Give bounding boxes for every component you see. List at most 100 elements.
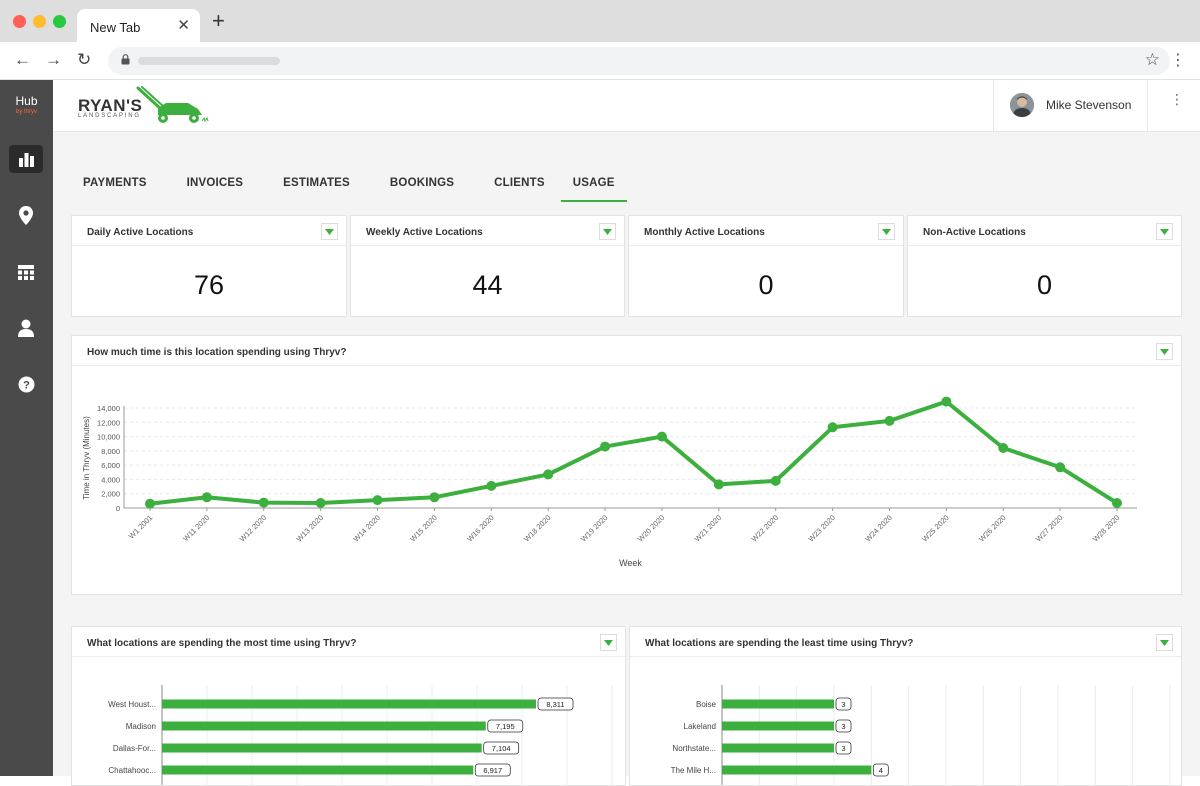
card-header: What locations are spending the least ti…: [630, 627, 1181, 657]
card-header: Non-Active Locations: [908, 216, 1181, 246]
y-tick-label: 4,000: [101, 475, 120, 484]
hub-logo: Hub: [15, 94, 38, 108]
maximize-window-button[interactable]: [53, 15, 66, 28]
browser-tab[interactable]: New Tab ✕: [77, 9, 200, 42]
caret-down-icon: [325, 228, 334, 235]
stat-card-daily: Daily Active Locations 76: [71, 215, 347, 317]
forward-icon[interactable]: →: [45, 50, 62, 69]
data-point: [258, 497, 269, 508]
x-tick-label: W28 2020: [1091, 513, 1122, 544]
data-point: [656, 431, 667, 442]
x-tick-label: W25 2020: [920, 513, 951, 544]
sidebar-item-help[interactable]: ?: [9, 370, 43, 398]
back-icon[interactable]: ←: [14, 50, 31, 69]
browser-tab-title: New Tab: [90, 20, 141, 35]
dropdown-button[interactable]: [1156, 343, 1173, 360]
category-label: West Houst...: [108, 700, 156, 709]
tab-payments[interactable]: PAYMENTS: [83, 177, 147, 189]
bookmark-star-icon[interactable]: ☆: [1144, 50, 1160, 69]
address-bar[interactable]: ☆: [108, 47, 1170, 75]
y-axis-label: Time in Thryv (Minutes): [82, 416, 91, 500]
bar: [722, 743, 834, 753]
sidebar-item-locations[interactable]: [9, 201, 43, 229]
category-label: The Mile H...: [671, 766, 716, 775]
more-options-icon[interactable]: ⋮: [1170, 91, 1184, 107]
dropdown-button[interactable]: [599, 223, 616, 240]
chart-title: What locations are spending the most tim…: [87, 638, 357, 649]
x-tick-label: W26 2020: [977, 513, 1008, 544]
user-menu[interactable]: Mike Stevenson: [993, 80, 1148, 131]
card-header: What locations are spending the most tim…: [72, 627, 625, 657]
lock-icon: [121, 54, 130, 65]
dropdown-button[interactable]: [1156, 634, 1173, 651]
x-tick-label: W12 2020: [238, 513, 269, 544]
avatar: [1010, 93, 1034, 117]
dropdown-button[interactable]: [321, 223, 338, 240]
category-label: Northstate...: [672, 744, 716, 753]
sidebar-item-clients[interactable]: [9, 314, 43, 342]
value-label: 4: [879, 766, 883, 775]
calendar-icon: [18, 264, 34, 280]
time-spent-chart-card: How much time is this location spending …: [71, 335, 1182, 595]
category-label: Boise: [696, 700, 717, 709]
y-tick-label: 6,000: [101, 461, 120, 470]
card-header: Monthly Active Locations: [629, 216, 903, 246]
dropdown-button[interactable]: [878, 223, 895, 240]
usage-tabs: PAYMENTS INVOICES ESTIMATES BOOKINGS CLI…: [71, 172, 655, 202]
stat-value: 44: [472, 270, 503, 300]
caret-down-icon: [882, 228, 891, 235]
x-tick-label: W20 2020: [636, 513, 667, 544]
tab-usage[interactable]: USAGE: [560, 172, 627, 202]
bar: [722, 699, 834, 709]
y-tick-label: 2,000: [101, 490, 120, 499]
data-point: [201, 492, 212, 503]
stat-card-non-active: Non-Active Locations 0: [907, 215, 1182, 317]
close-window-button[interactable]: [13, 15, 26, 28]
bar: [722, 721, 834, 731]
caret-down-icon: [1160, 639, 1169, 646]
sidebar-item-calendar[interactable]: [9, 258, 43, 286]
close-tab-icon[interactable]: ✕: [177, 17, 190, 34]
value-label-box: [537, 697, 574, 711]
main-content: PAYMENTS INVOICES ESTIMATES BOOKINGS CLI…: [53, 132, 1200, 786]
stat-card-weekly: Weekly Active Locations 44: [350, 215, 625, 317]
stat-card-monthly: Monthly Active Locations 0: [628, 215, 904, 317]
tab-clients[interactable]: CLIENTS: [494, 177, 545, 189]
x-axis-label: Week: [619, 558, 642, 568]
data-point: [543, 469, 554, 480]
value-label-box: [487, 719, 524, 733]
x-tick-label: W22 2020: [750, 513, 781, 544]
value-label-box: [835, 719, 852, 733]
caret-down-icon: [604, 639, 613, 646]
category-label: Lakeland: [684, 722, 716, 731]
card-header: Weekly Active Locations: [351, 216, 624, 246]
value-label: 7,104: [492, 744, 511, 753]
data-point: [884, 415, 895, 426]
tab-estimates[interactable]: ESTIMATES: [283, 177, 350, 189]
x-tick-label: W15 2020: [408, 513, 439, 544]
y-tick-label: 0: [116, 504, 120, 513]
hub-logo-sub: by thryv: [15, 109, 37, 115]
x-tick-label: W24 2020: [863, 513, 894, 544]
x-tick-label: W27 2020: [1034, 513, 1065, 544]
browser-menu-icon[interactable]: ⋮: [1170, 52, 1186, 69]
location-pin-icon: [19, 205, 33, 225]
x-tick-label: W19 2020: [579, 513, 610, 544]
value-label-box: [835, 697, 852, 711]
stat-value: 0: [758, 270, 774, 300]
tab-invoices[interactable]: INVOICES: [186, 177, 244, 189]
minimize-window-button[interactable]: [33, 15, 46, 28]
y-tick-label: 8,000: [101, 447, 120, 456]
reload-icon[interactable]: ↻: [77, 50, 92, 69]
app-header: RYAN'S LANDSCAPING Mike Stevenson ⋮: [53, 80, 1200, 132]
sidebar-item-reports[interactable]: [9, 145, 43, 173]
dropdown-button[interactable]: [1156, 223, 1173, 240]
bar: [162, 743, 482, 753]
value-label-box: [835, 741, 852, 755]
bar: [722, 765, 872, 775]
new-tab-icon[interactable]: +: [212, 8, 225, 33]
series-line: [149, 399, 1119, 506]
dropdown-button[interactable]: [600, 634, 617, 651]
tab-bookings[interactable]: BOOKINGS: [389, 177, 455, 189]
x-tick-label: W21 2020: [693, 513, 724, 544]
